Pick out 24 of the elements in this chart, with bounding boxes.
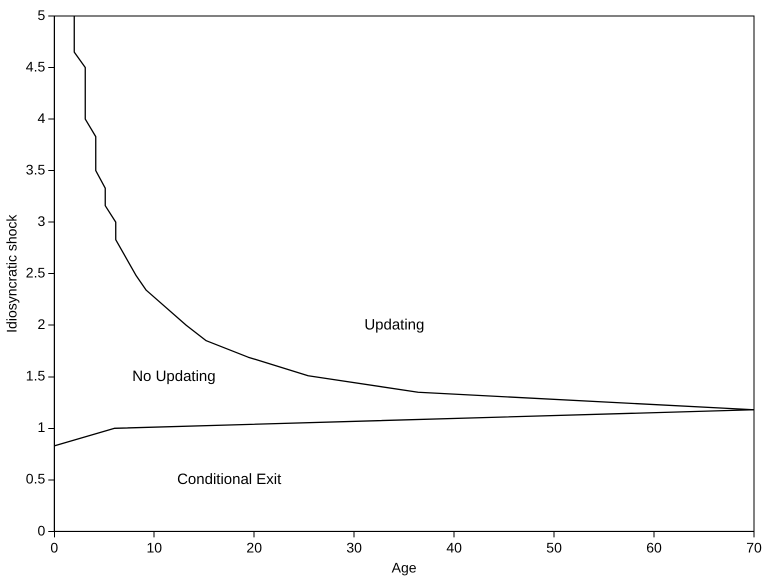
y-tick-label: 0.5 [26,470,46,487]
y-axis-title: Idiosyncratic shock [3,214,20,333]
x-tick-label: 20 [246,540,262,556]
annotation: Conditional Exit [177,471,282,488]
y-tick-label: 2.5 [26,264,46,281]
y-tick-label: 3 [37,213,46,230]
x-tick-label: 50 [546,540,562,556]
x-axis-title: Age [392,559,417,576]
y-tick-label: 5 [37,6,46,23]
x-tick-label: 0 [50,540,58,556]
x-tick-label: 40 [446,540,462,556]
annotation: Updating [364,316,424,334]
y-tick-label: 1 [37,419,46,436]
y-tick-label: 4 [37,110,46,126]
y-tick-label: 3.5 [26,161,46,178]
y-tick-label: 1.5 [26,368,46,384]
x-tick-label: 70 [746,540,762,556]
x-tick-label: 10 [146,540,162,556]
x-tick-label: 60 [646,540,662,556]
x-tick-label: 30 [346,540,362,556]
y-tick-label: 0 [37,522,46,538]
annotation: No Updating [132,368,216,385]
y-tick-label: 2 [37,316,46,332]
y-tick-label: 4.5 [26,58,46,74]
